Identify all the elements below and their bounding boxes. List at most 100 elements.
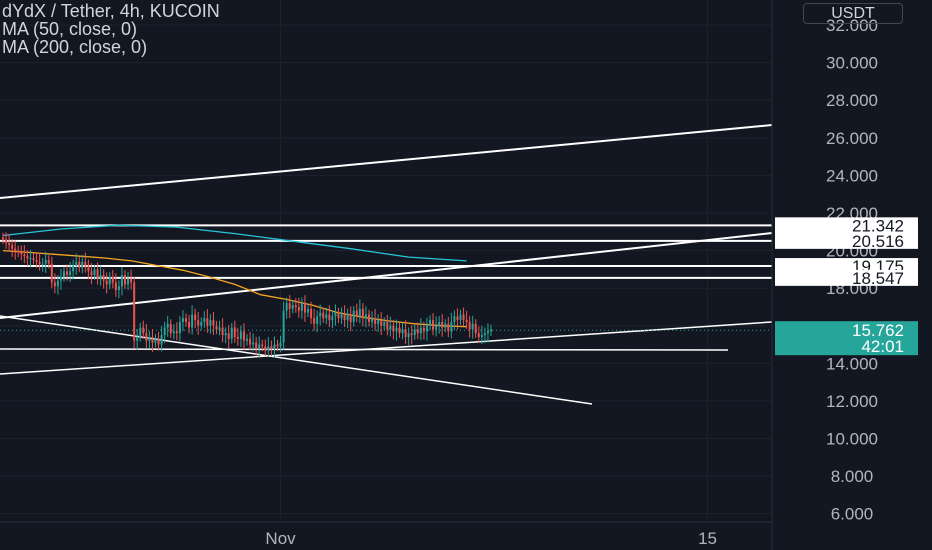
ma50-legend[interactable]: MA (50, close, 0) — [2, 19, 138, 39]
price-tick-label: 10.000 — [826, 429, 878, 448]
candle-body — [157, 338, 160, 345]
candle-body — [23, 254, 26, 257]
time-tick-label: 15 — [698, 529, 717, 548]
candle-body — [429, 320, 431, 326]
candle-body — [477, 333, 480, 337]
candle-body — [41, 263, 44, 265]
price-axis-ticks[interactable]: 32.00030.00028.00026.00024.00022.00020.0… — [826, 16, 878, 524]
candle-body — [374, 318, 377, 324]
candle-body — [38, 261, 41, 264]
candle-body — [343, 314, 346, 321]
candle-body — [142, 327, 145, 334]
candle-body — [8, 243, 11, 245]
candle-body — [172, 331, 175, 334]
candle-body — [450, 321, 453, 332]
trend-line[interactable] — [0, 348, 729, 351]
candle-body — [340, 314, 343, 319]
ma50-line — [2, 249, 467, 328]
candle-body — [154, 338, 157, 343]
time-tick-label: Nov — [265, 529, 296, 548]
candle-body — [56, 280, 59, 287]
price-level-label: 18.547 — [852, 269, 904, 288]
candle-body — [84, 261, 87, 266]
candle-body — [35, 259, 38, 262]
candle-body — [462, 314, 465, 321]
candle-body — [334, 312, 337, 317]
price-level-badge[interactable] — [775, 217, 918, 234]
trend-line[interactable] — [0, 315, 593, 405]
price-level-badge[interactable] — [775, 269, 918, 286]
candle-body — [188, 321, 191, 328]
trend-line-drawings[interactable] — [0, 124, 773, 405]
candle-body — [44, 259, 47, 264]
candle-body — [465, 320, 468, 322]
candle-body — [53, 282, 56, 287]
candle-body — [422, 327, 425, 332]
candle-body — [224, 333, 227, 336]
candle-body — [191, 314, 194, 328]
candle-body — [337, 312, 340, 319]
candle-body — [105, 280, 108, 285]
candle-body — [160, 335, 163, 345]
candle-body — [486, 331, 489, 334]
candle-body — [5, 239, 8, 244]
last-price-badge[interactable] — [775, 321, 918, 356]
candle-body — [93, 269, 96, 275]
price-tick-label: 30.000 — [826, 54, 878, 73]
candle-body — [2, 237, 4, 240]
candle-body — [483, 333, 486, 336]
candle-body — [32, 258, 35, 260]
candle-body — [87, 265, 90, 272]
bar-countdown-label: 42:01 — [861, 337, 904, 356]
candle-body — [102, 274, 105, 281]
candle-body — [72, 265, 75, 272]
candle-body — [215, 325, 218, 330]
candle-body — [133, 282, 136, 341]
candle-body — [99, 274, 102, 279]
candle-body — [352, 310, 355, 322]
candle-body — [63, 271, 65, 277]
candle-body — [26, 256, 29, 259]
candle-body — [294, 305, 297, 307]
candle-body — [233, 327, 236, 337]
candle-body — [50, 263, 53, 283]
candle-body — [11, 244, 14, 249]
candle-body — [331, 316, 334, 321]
candle-body — [389, 325, 392, 330]
candle-body — [291, 305, 294, 309]
candle-body — [435, 325, 438, 330]
candle-body — [407, 333, 410, 337]
candle-body — [355, 310, 358, 317]
trend-line[interactable] — [0, 321, 773, 375]
candle-body — [246, 338, 248, 341]
candle-body — [117, 286, 120, 291]
candle-body — [227, 333, 230, 339]
time-axis-ticks[interactable]: Nov 15 — [265, 529, 717, 548]
candle-body — [364, 314, 367, 319]
trend-line[interactable] — [0, 124, 773, 199]
candlestick-series — [2, 232, 492, 358]
candle-body — [163, 327, 166, 336]
trend-line[interactable] — [0, 232, 773, 319]
candle-body — [203, 318, 206, 322]
candle-body — [285, 303, 288, 311]
candle-body — [69, 271, 72, 275]
candle-body — [236, 336, 239, 339]
candle-body — [145, 333, 148, 341]
candle-body — [111, 276, 114, 283]
candle-body — [303, 303, 306, 313]
ma200-line — [2, 224, 467, 262]
symbol-title[interactable]: dYdX / Tether, 4h, KUCOIN — [2, 1, 220, 21]
candle-body — [175, 331, 178, 334]
candle-body — [474, 323, 477, 334]
candle-body — [447, 323, 450, 332]
price-level-badge[interactable] — [775, 232, 918, 249]
currency-button[interactable]: USDT — [803, 3, 903, 24]
candle-body — [413, 329, 416, 336]
ma200-legend[interactable]: MA (200, close, 0) — [2, 37, 148, 57]
candle-body — [270, 346, 273, 349]
candle-body — [242, 331, 245, 341]
candle-body — [441, 321, 444, 328]
candle-body — [288, 303, 291, 309]
